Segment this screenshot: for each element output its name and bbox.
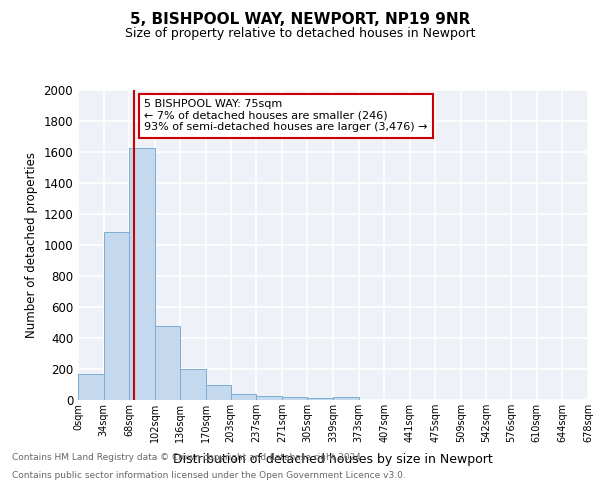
Y-axis label: Number of detached properties: Number of detached properties — [25, 152, 38, 338]
Bar — [256, 396, 282, 400]
Bar — [129, 148, 155, 400]
Bar — [206, 384, 230, 400]
Text: Contains public sector information licensed under the Open Government Licence v3: Contains public sector information licen… — [12, 471, 406, 480]
Text: 5 BISHPOOL WAY: 75sqm
← 7% of detached houses are smaller (246)
93% of semi-deta: 5 BISHPOOL WAY: 75sqm ← 7% of detached h… — [145, 100, 428, 132]
Bar — [230, 394, 256, 400]
Bar — [333, 397, 359, 400]
Bar — [78, 374, 104, 400]
Text: 5, BISHPOOL WAY, NEWPORT, NP19 9NR: 5, BISHPOOL WAY, NEWPORT, NP19 9NR — [130, 12, 470, 28]
Text: Contains HM Land Registry data © Crown copyright and database right 2024.: Contains HM Land Registry data © Crown c… — [12, 454, 364, 462]
Bar — [155, 326, 181, 400]
Bar — [181, 369, 206, 400]
Bar — [282, 397, 307, 400]
Text: Size of property relative to detached houses in Newport: Size of property relative to detached ho… — [125, 28, 475, 40]
X-axis label: Distribution of detached houses by size in Newport: Distribution of detached houses by size … — [173, 454, 493, 466]
Bar — [307, 398, 333, 400]
Bar — [104, 232, 129, 400]
